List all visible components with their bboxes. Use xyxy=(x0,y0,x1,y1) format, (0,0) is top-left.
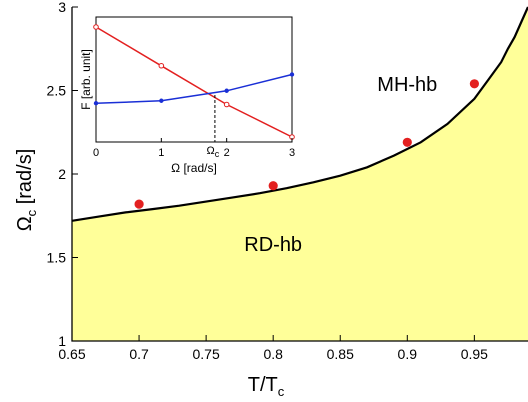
blue-series-line xyxy=(95,73,293,105)
inset-y-axis-label: F [arb. unit] xyxy=(79,49,93,110)
data-point xyxy=(469,79,479,89)
x-tick-label: 0.9 xyxy=(398,346,418,362)
omega-c-marker-label: Ωc xyxy=(207,145,220,159)
inset-x-tick-label: 2 xyxy=(224,147,230,159)
y-tick-label: 2 xyxy=(58,166,66,182)
red-series-point xyxy=(223,101,230,108)
blue-series-point xyxy=(224,88,229,93)
x-tick-label: 0.8 xyxy=(263,346,283,362)
red-series-point xyxy=(93,24,99,30)
blue-series-point xyxy=(93,101,99,106)
rd-hb-region-fill xyxy=(72,7,528,341)
inset-x-tick-label: 1 xyxy=(158,147,164,159)
data-point xyxy=(402,137,412,147)
blue-series-point xyxy=(159,98,164,103)
y-tick-label: 1.5 xyxy=(47,250,67,266)
axis-labels: T/Tc Ωc [rad/s] xyxy=(14,149,285,399)
y-tick-label: 1 xyxy=(58,333,66,349)
y-tick-label: 2.5 xyxy=(47,83,67,99)
x-tick-label: 0.75 xyxy=(192,346,219,362)
x-tick-label: 0.65 xyxy=(58,346,85,362)
x-axis-label: T/Tc xyxy=(248,374,285,399)
x-tick-label: 0.85 xyxy=(327,346,354,362)
y-axis-label: Ωc [rad/s] xyxy=(14,149,39,232)
main-plot: 0.65 0.7 0.75 0.8 0.85 0.9 0.95 1 1.5 2 2.5 3 MH-hb R… xyxy=(47,0,528,362)
phase-boundary-line xyxy=(71,6,528,222)
data-point xyxy=(268,181,278,191)
blue-series-point xyxy=(289,72,295,77)
red-series-point xyxy=(158,62,165,69)
x-tick-label: 0.7 xyxy=(129,346,149,362)
inset-x-tick-label: 0 xyxy=(93,147,99,159)
region-label: MH-hb xyxy=(377,74,437,96)
inset-x-axis-label: Ω [rad/s] xyxy=(171,161,217,175)
red-series-line xyxy=(95,26,293,138)
y-tick-label: 3 xyxy=(58,0,66,15)
x-tick-label: 0.95 xyxy=(461,346,488,362)
inset-x-tick-label: 3 xyxy=(289,147,295,159)
data-point xyxy=(134,199,144,209)
inset-frame xyxy=(95,16,293,143)
inset-plot: 0 1 2 3 Ωc Ω [rad/s] F [arb. unit] xyxy=(79,16,295,175)
region-label: RD-hb xyxy=(244,234,302,256)
